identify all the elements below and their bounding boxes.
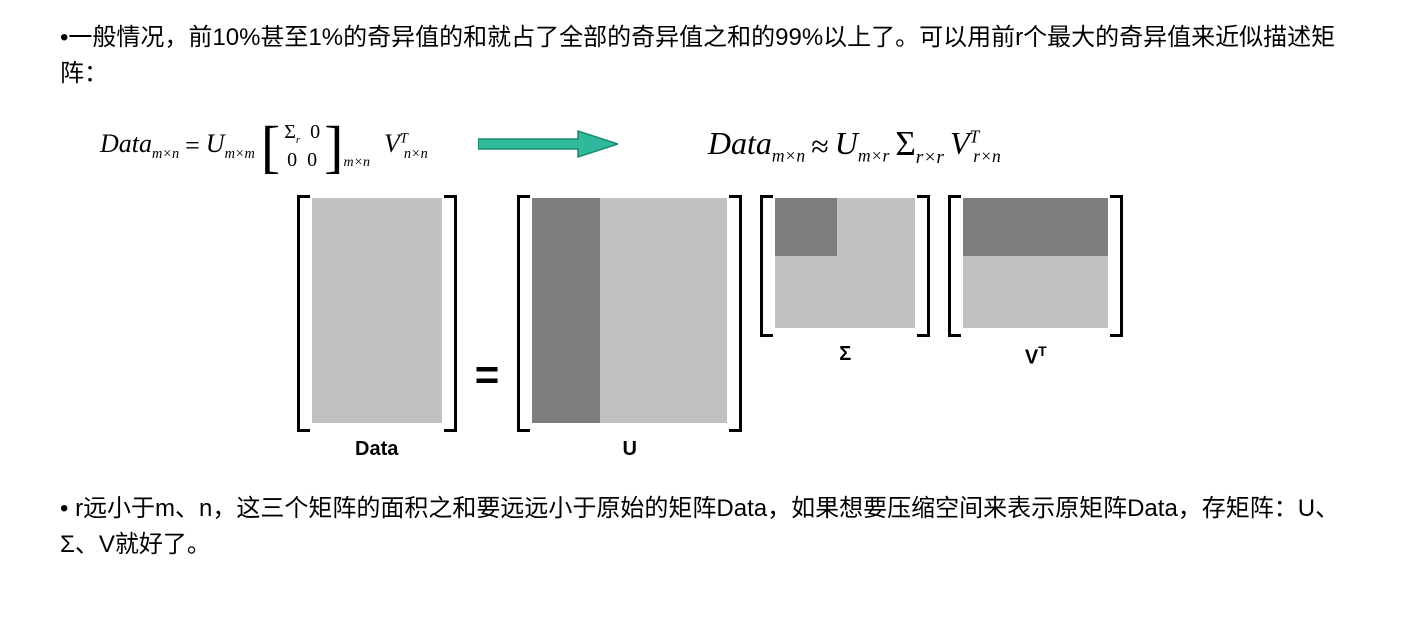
sigma-symbol-r: Σ [895, 124, 915, 163]
diagram-u-inner [532, 198, 600, 423]
equation-truncated-svd: Datam×n ≈ Um×r Σr×r VTr×n [708, 124, 1001, 169]
diagram-sigma-rect [775, 198, 915, 328]
v-symbol-r: V [950, 125, 970, 161]
u-subscript: m×m [225, 146, 255, 162]
diagram-data-block: Data [297, 195, 457, 461]
sigma-subscript-r: r×r [916, 147, 944, 168]
diagram-data-label: Data [355, 438, 398, 461]
equation-row: Datam×n = Um×m [ Σr0 00 ] m×n VTn×n Data… [100, 117, 1360, 175]
diagram-sigma-inner [775, 198, 837, 256]
diagram-vt-block: VT [948, 195, 1123, 370]
diagram-vt-label: VT [1025, 343, 1047, 370]
diagram-sigma-label: Σ [839, 343, 851, 366]
diagram-u-rect [532, 198, 727, 423]
diagram-u-block: U [517, 195, 742, 461]
u-subscript-r: m×r [858, 146, 889, 166]
data-subscript: m×n [152, 146, 179, 162]
u-symbol: U [206, 129, 225, 158]
v-transpose: T [400, 130, 408, 146]
data-subscript-r: m×n [772, 146, 805, 166]
approx-sign: ≈ [811, 128, 829, 165]
zero-01: 0 [310, 119, 320, 147]
v-symbol: V [384, 129, 400, 158]
matrix-dim-subscript: m×n [343, 155, 370, 171]
v-subscript: n×n [404, 146, 428, 162]
diagram-vt-rect [963, 198, 1108, 328]
sigma-r: Σ [284, 121, 296, 143]
equation-full-svd: Datam×n = Um×m [ Σr0 00 ] m×n VTn×n [100, 117, 428, 175]
diagram-vt-inner [963, 198, 1108, 256]
data-symbol: Data [100, 129, 152, 158]
u-symbol-r: U [835, 125, 858, 161]
v-transpose-r: T [969, 127, 979, 147]
intro-text: •一般情况，前10%甚至1%的奇异值的和就占了全部的奇异值之和的99%以上了。可… [60, 20, 1360, 92]
zero-10: 0 [287, 147, 297, 173]
zero-11: 0 [307, 147, 317, 173]
outro-text: • r远小于m、n，这三个矩阵的面积之和要远远小于原始的矩阵Data，如果想要压… [60, 491, 1360, 563]
sigma-block-matrix: [ Σr0 00 ] m×n [261, 117, 370, 175]
svd-diagram: Data = U Σ VT [60, 195, 1360, 461]
sigma-r-sub: r [296, 134, 300, 146]
diagram-equals: = [475, 351, 500, 399]
data-symbol-r: Data [708, 125, 772, 161]
diagram-sigma-block: Σ [760, 195, 930, 366]
diagram-data-rect [312, 198, 442, 423]
equals-sign: = [185, 131, 200, 161]
v-subscript-r: r×n [973, 146, 1001, 166]
arrow-icon [478, 129, 618, 164]
diagram-u-label: U [623, 438, 637, 461]
